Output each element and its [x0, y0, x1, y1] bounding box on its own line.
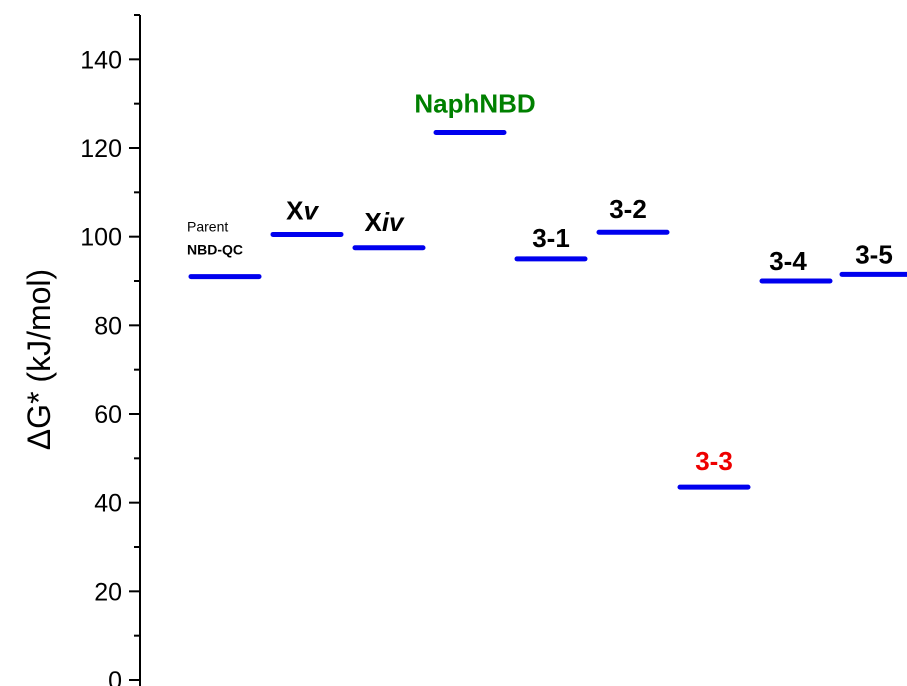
level-label-Xiv: Xiv — [364, 207, 405, 237]
y-axis-title: ΔG* (kJ/mol) — [21, 269, 57, 450]
y-tick-label: 60 — [94, 401, 122, 429]
level-label-Xv: Xv — [286, 195, 319, 225]
level-label-3-3: 3-3 — [695, 446, 733, 476]
y-tick-label: 80 — [94, 312, 122, 340]
level-label-NaphNBD: NaphNBD — [414, 88, 535, 118]
level-label-3-2: 3-2 — [609, 194, 647, 224]
y-axis: 0 20 40 60 80 100 120 140 — [80, 15, 140, 686]
level-label-NBD-QC: NBD-QC — [187, 242, 243, 258]
level-label-3-5: 3-5 — [855, 239, 893, 269]
level-label-3-1: 3-1 — [532, 223, 570, 253]
y-tick-label: 100 — [80, 224, 122, 252]
y-tick-label: 120 — [80, 135, 122, 163]
y-tick-label: 40 — [94, 490, 122, 518]
y-tick-label: 140 — [80, 46, 122, 74]
level-label-3-4: 3-4 — [769, 246, 807, 276]
y-tick-label: 0 — [108, 667, 122, 686]
level-label-top: Parent — [187, 219, 228, 235]
energy-levels — [191, 132, 907, 487]
y-tick-label: 20 — [94, 578, 122, 606]
